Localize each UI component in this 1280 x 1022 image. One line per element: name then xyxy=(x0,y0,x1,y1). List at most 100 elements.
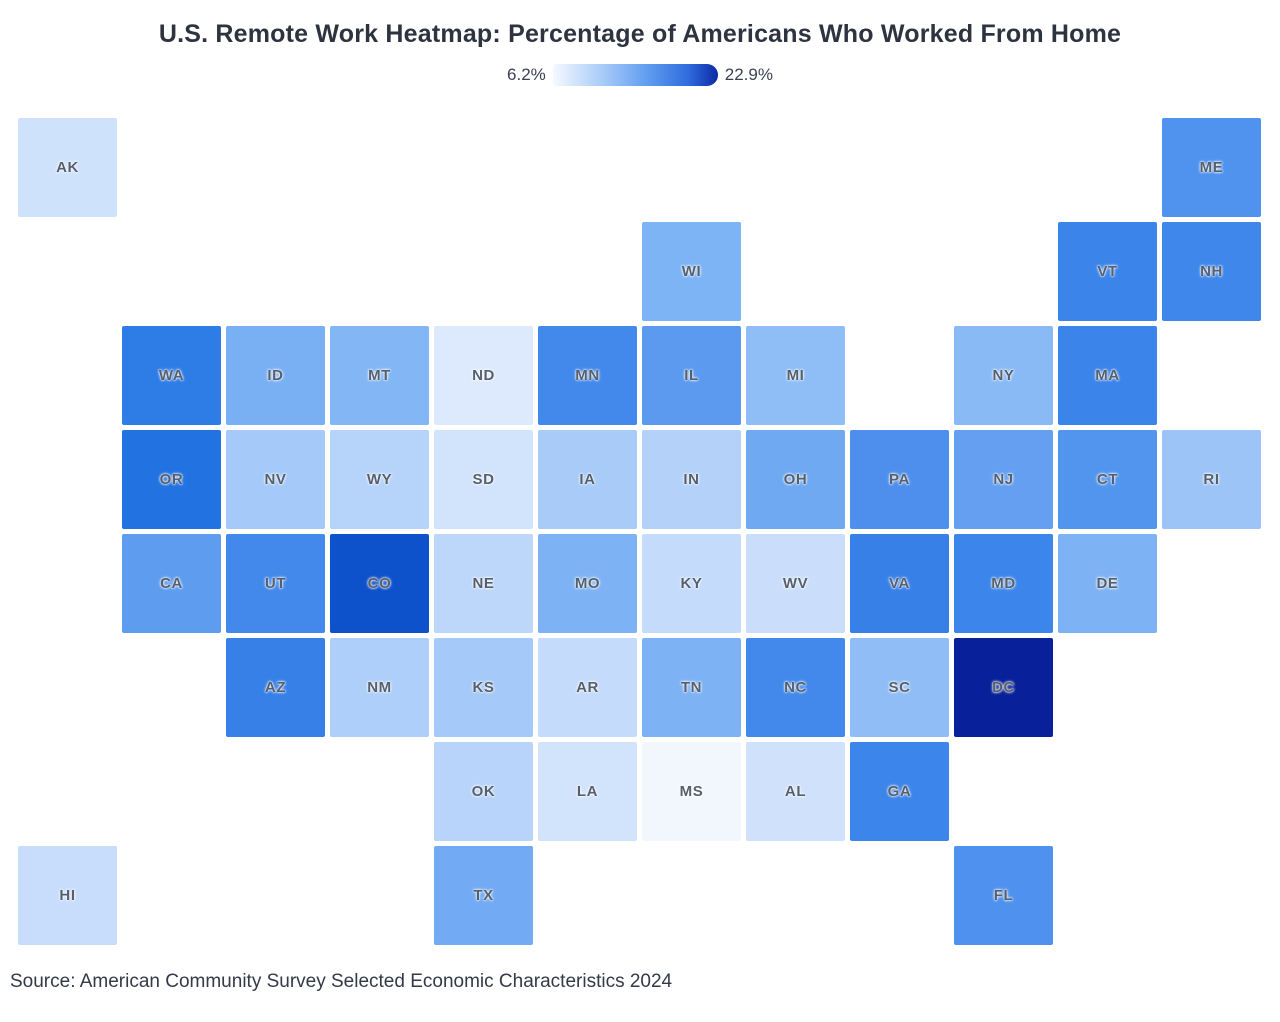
state-label: MO xyxy=(574,575,601,592)
state-tile-mi[interactable]: MI xyxy=(746,326,845,425)
state-label: MD xyxy=(991,575,1016,592)
state-tile-la[interactable]: LA xyxy=(538,742,637,841)
legend-min-label: 6.2% xyxy=(507,65,546,84)
state-label: NC xyxy=(784,679,807,696)
state-label: AK xyxy=(56,159,79,176)
state-tile-ak[interactable]: AK xyxy=(18,118,117,217)
state-label: RI xyxy=(1203,471,1220,488)
state-label: AL xyxy=(784,783,807,800)
state-label: MT xyxy=(368,367,391,384)
state-tile-sd[interactable]: SD xyxy=(434,430,533,529)
state-tile-nm[interactable]: NM xyxy=(330,638,429,737)
state-label: WV xyxy=(782,575,809,592)
state-label: NE xyxy=(472,575,495,592)
state-label: OR xyxy=(159,471,184,488)
state-tile-oh[interactable]: OH xyxy=(746,430,845,529)
state-tile-wi[interactable]: WI xyxy=(642,222,741,321)
state-label: AZ xyxy=(264,679,287,696)
state-label: SD xyxy=(472,471,495,488)
state-tile-ct[interactable]: CT xyxy=(1058,430,1157,529)
state-tile-il[interactable]: IL xyxy=(642,326,741,425)
state-tile-va[interactable]: VA xyxy=(850,534,949,633)
state-tile-nj[interactable]: NJ xyxy=(954,430,1053,529)
state-tile-nc[interactable]: NC xyxy=(746,638,845,737)
state-label: FL xyxy=(993,887,1014,904)
state-tile-hi[interactable]: HI xyxy=(18,846,117,945)
state-tile-in[interactable]: IN xyxy=(642,430,741,529)
state-label: NJ xyxy=(993,471,1014,488)
state-tile-sc[interactable]: SC xyxy=(850,638,949,737)
state-label: KS xyxy=(472,679,495,696)
state-tile-ks[interactable]: KS xyxy=(434,638,533,737)
state-tile-nv[interactable]: NV xyxy=(226,430,325,529)
state-tile-mn[interactable]: MN xyxy=(538,326,637,425)
state-tile-ca[interactable]: CA xyxy=(122,534,221,633)
state-label: DC xyxy=(992,679,1015,696)
state-tile-de[interactable]: DE xyxy=(1058,534,1157,633)
color-legend: 6.2% 22.9% xyxy=(0,62,1280,88)
state-label: CA xyxy=(160,575,183,592)
state-tile-pa[interactable]: PA xyxy=(850,430,949,529)
state-tile-ny[interactable]: NY xyxy=(954,326,1053,425)
state-label: WY xyxy=(366,471,393,488)
state-tile-vt[interactable]: VT xyxy=(1058,222,1157,321)
state-label: ID xyxy=(267,367,284,384)
state-tile-wa[interactable]: WA xyxy=(122,326,221,425)
state-tile-tx[interactable]: TX xyxy=(434,846,533,945)
state-label: WA xyxy=(158,367,185,384)
state-label: VT xyxy=(1097,263,1118,280)
state-tile-id[interactable]: ID xyxy=(226,326,325,425)
state-label: KY xyxy=(680,575,703,592)
state-tile-wy[interactable]: WY xyxy=(330,430,429,529)
state-tile-tn[interactable]: TN xyxy=(642,638,741,737)
state-label: NY xyxy=(992,367,1015,384)
state-tile-co[interactable]: CO xyxy=(330,534,429,633)
state-label: PA xyxy=(889,471,910,488)
state-tile-ne[interactable]: NE xyxy=(434,534,533,633)
state-tile-ar[interactable]: AR xyxy=(538,638,637,737)
state-tile-az[interactable]: AZ xyxy=(226,638,325,737)
state-tile-me[interactable]: ME xyxy=(1162,118,1261,217)
state-label: SC xyxy=(888,679,911,696)
state-label: DE xyxy=(1096,575,1119,592)
state-tile-ri[interactable]: RI xyxy=(1162,430,1261,529)
state-label: CT xyxy=(1096,471,1119,488)
state-label: ND xyxy=(472,367,495,384)
state-tile-mo[interactable]: MO xyxy=(538,534,637,633)
state-label: ME xyxy=(1199,159,1224,176)
colorbar-gradient xyxy=(552,64,718,86)
state-tile-ok[interactable]: OK xyxy=(434,742,533,841)
state-tile-al[interactable]: AL xyxy=(746,742,845,841)
state-tile-ia[interactable]: IA xyxy=(538,430,637,529)
state-tile-ut[interactable]: UT xyxy=(226,534,325,633)
state-label: OH xyxy=(783,471,808,488)
state-tile-ga[interactable]: GA xyxy=(850,742,949,841)
state-label: NM xyxy=(367,679,392,696)
source-caption: Source: American Community Survey Select… xyxy=(10,971,673,992)
state-tile-or[interactable]: OR xyxy=(122,430,221,529)
state-label: UT xyxy=(264,575,287,592)
state-label: IA xyxy=(579,471,596,488)
state-tile-nh[interactable]: NH xyxy=(1162,222,1261,321)
state-tile-fl[interactable]: FL xyxy=(954,846,1053,945)
legend-max-label: 22.9% xyxy=(724,65,773,84)
state-tile-ma[interactable]: MA xyxy=(1058,326,1157,425)
state-label: NH xyxy=(1200,263,1223,280)
state-tile-md[interactable]: MD xyxy=(954,534,1053,633)
state-tile-ky[interactable]: KY xyxy=(642,534,741,633)
state-tile-wv[interactable]: WV xyxy=(746,534,845,633)
state-label: IN xyxy=(683,471,700,488)
state-label: MI xyxy=(786,367,805,384)
state-tile-nd[interactable]: ND xyxy=(434,326,533,425)
state-tile-ms[interactable]: MS xyxy=(642,742,741,841)
state-tile-grid-map: AK ME WI VT NH WA ID MT ND MN IL MI NY MA OR NV WY SD IA IN… xyxy=(18,118,1261,945)
chart-title: U.S. Remote Work Heatmap: Percentage of … xyxy=(158,20,1122,48)
state-label: NV xyxy=(264,471,287,488)
state-tile-mt[interactable]: MT xyxy=(330,326,429,425)
state-label: OK xyxy=(471,783,496,800)
state-label: HI xyxy=(59,887,76,904)
state-label: MN xyxy=(575,367,600,384)
state-label: WI xyxy=(681,263,702,280)
state-tile-dc[interactable]: DC xyxy=(954,638,1053,737)
